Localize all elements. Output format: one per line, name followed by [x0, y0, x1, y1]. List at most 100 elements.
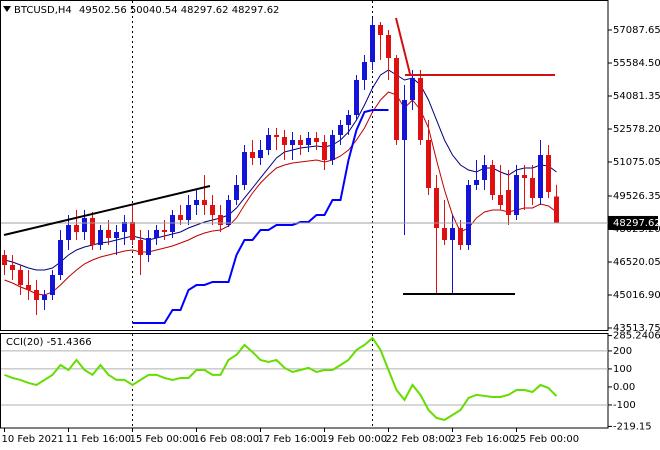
candle-body — [370, 25, 375, 62]
y-tick-label: 52578.20 — [613, 124, 660, 135]
cci-panel: 285.2406 200 100 0.00 -100 -219.15 — [1, 331, 660, 432]
candle-body — [314, 137, 319, 143]
candle-body — [426, 139, 431, 189]
candle-body — [114, 232, 119, 238]
cci-title: CCI(20) — [6, 337, 44, 348]
x-tick-label: 22 Feb 08:00 — [386, 434, 452, 445]
y-tick-label: 54081.35 — [613, 91, 660, 102]
y-tick-label: 43513.75 — [613, 323, 660, 334]
x-tick-label: 11 Feb 16:00 — [66, 434, 132, 445]
y-tick-label: 46520.05 — [613, 257, 660, 268]
candle-body — [282, 136, 287, 146]
current-price-label: 48297.62 — [613, 218, 660, 229]
candle-body — [250, 152, 255, 158]
candle-body — [2, 255, 7, 265]
y-tick-label: 45016.90 — [613, 290, 660, 301]
candle-body — [306, 137, 311, 146]
candle-body — [106, 230, 111, 238]
y-tick-label: 100 — [613, 364, 632, 375]
x-tick-label: 23 Feb 16:00 — [450, 434, 516, 445]
candle-body — [202, 199, 207, 205]
cci-frame — [0, 333, 609, 429]
x-tick-label: 15 Feb 00:00 — [130, 434, 196, 445]
main-frame — [0, 0, 609, 331]
y-tick-label: 49526.35 — [613, 191, 660, 202]
candle-body — [418, 77, 423, 140]
open-value: 49502.56 — [79, 5, 127, 16]
candle-body — [130, 221, 135, 240]
candle-body — [458, 228, 463, 245]
candle-body — [26, 284, 31, 291]
indicator-line — [4, 91, 557, 296]
candle-body — [330, 134, 335, 160]
candle-body — [162, 230, 167, 233]
candle-body — [154, 230, 159, 238]
candle-body — [474, 179, 479, 185]
header: BTCUSD,H4 49502.56 50040.54 48297.62 482… — [14, 5, 279, 16]
y-tick-label: 285.2406 — [613, 331, 660, 342]
candle-body — [66, 224, 71, 240]
close-value: 48297.62 — [232, 5, 280, 16]
cci-header: CCI(20) -51.4366 — [6, 337, 92, 348]
cci-line — [4, 336, 558, 421]
candle-body — [482, 165, 487, 180]
candle-body — [298, 139, 303, 146]
candle-body — [178, 215, 183, 220]
y-tick-label: -100 — [613, 400, 636, 411]
candle-body — [346, 114, 351, 126]
candle-body — [226, 199, 231, 225]
y-tick-label: -219.15 — [613, 421, 652, 432]
indicator-line — [4, 69, 557, 271]
candle-body — [194, 199, 199, 205]
candle-body — [338, 125, 343, 135]
candle-body — [394, 58, 399, 140]
candle-body — [234, 184, 239, 200]
candle-body — [82, 217, 87, 233]
candle-body — [170, 215, 175, 233]
period-separators — [132, 1, 373, 428]
y-tick-label: 55584.50 — [613, 58, 660, 69]
symbol-icon — [3, 6, 11, 12]
cci-value: -51.4366 — [47, 337, 92, 348]
candle-body — [530, 177, 535, 198]
x-tick-label: 17 Feb 16:00 — [258, 434, 324, 445]
candle-body — [386, 34, 391, 59]
candle-body — [322, 142, 327, 160]
candle-body — [554, 196, 559, 223]
x-tick-label: 19 Feb 00:00 — [322, 434, 388, 445]
drawn-objects — [3, 17, 555, 295]
candle-body — [434, 188, 439, 229]
y-tick-label: 200 — [613, 346, 632, 357]
candle-body — [218, 215, 223, 225]
symbol: BTCUSD,H4 — [14, 5, 72, 16]
candle-body — [122, 221, 127, 233]
candle-body — [138, 239, 143, 256]
candle-body — [242, 152, 247, 185]
x-tick-label: 25 Feb 00:00 — [514, 434, 580, 445]
indicator-line — [132, 108, 389, 324]
candle-body — [466, 184, 471, 245]
candle-body — [274, 134, 279, 137]
candle-body — [538, 155, 543, 198]
candle-body — [146, 237, 151, 256]
candle-body — [210, 204, 215, 216]
candle-body — [50, 275, 55, 296]
candle-body — [490, 165, 495, 196]
trend-line — [3, 185, 211, 236]
main-panel: 57087.65 55584.50 54081.35 52578.20 51075.05… — [1, 18, 660, 334]
candle-body — [10, 264, 15, 271]
candle-body — [90, 217, 95, 245]
candle-body — [290, 139, 295, 146]
candle-body — [546, 155, 551, 193]
candle-body — [410, 77, 415, 100]
candle-body — [98, 230, 103, 245]
low-value: 48297.62 — [181, 5, 229, 16]
candle-body — [186, 204, 191, 220]
trend-line — [395, 17, 411, 75]
candle-body — [266, 134, 271, 151]
y-tick-label: 57087.65 — [613, 25, 660, 36]
candle-body — [442, 228, 447, 240]
candle-body — [498, 195, 503, 205]
